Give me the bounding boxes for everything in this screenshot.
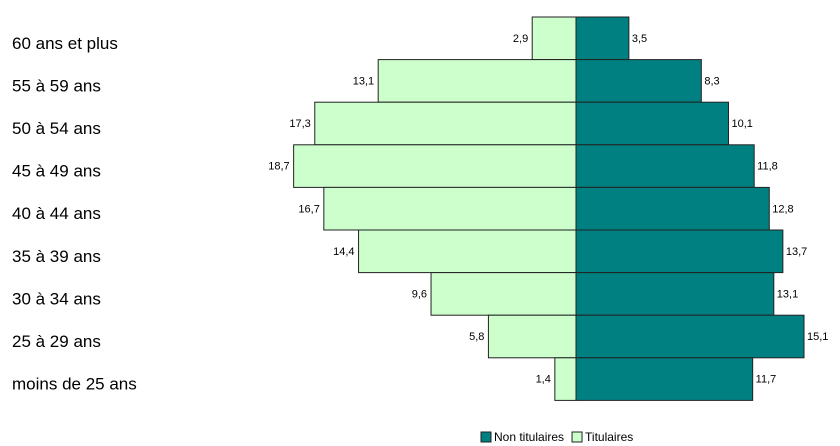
value-label: 15,1 bbox=[807, 331, 828, 343]
bar bbox=[531, 16, 577, 61]
bar bbox=[575, 144, 755, 188]
bar bbox=[554, 357, 577, 401]
bar bbox=[358, 229, 577, 274]
bar bbox=[575, 272, 775, 316]
value-label: 13,1 bbox=[353, 76, 374, 88]
bar bbox=[323, 186, 577, 231]
category-label: 30 à 34 ans bbox=[12, 289, 101, 308]
category-label: 55 à 59 ans bbox=[12, 76, 101, 95]
value-label: 12,8 bbox=[772, 203, 793, 215]
value-label: 2,9 bbox=[513, 33, 528, 45]
category-label: 40 à 44 ans bbox=[12, 204, 101, 223]
bar bbox=[377, 59, 577, 103]
value-label: 13,7 bbox=[786, 246, 807, 258]
value-label: 14,4 bbox=[333, 246, 354, 258]
legend-label: Titulaires bbox=[585, 430, 633, 444]
category-label: 35 à 39 ans bbox=[12, 247, 101, 266]
value-label: 3,5 bbox=[632, 33, 647, 45]
bar bbox=[314, 101, 577, 146]
bar bbox=[575, 59, 702, 103]
bar bbox=[293, 144, 577, 188]
legend-swatch bbox=[571, 431, 583, 443]
category-label: 60 ans et plus bbox=[12, 34, 118, 53]
value-label: 17,3 bbox=[289, 118, 310, 130]
legend-label: Non titulaires bbox=[494, 430, 564, 444]
bar bbox=[575, 186, 770, 231]
value-label: 9,6 bbox=[412, 289, 427, 301]
category-label: 25 à 29 ans bbox=[12, 332, 101, 351]
value-label: 1,4 bbox=[536, 374, 551, 386]
value-label: 11,8 bbox=[757, 161, 778, 173]
bar bbox=[487, 314, 577, 359]
value-label: 18,7 bbox=[268, 161, 289, 173]
bar bbox=[575, 16, 630, 61]
value-label: 13,1 bbox=[777, 289, 798, 301]
category-label: moins de 25 ans bbox=[12, 375, 137, 394]
value-label: 10,1 bbox=[732, 118, 753, 130]
category-label: 45 à 49 ans bbox=[12, 162, 101, 181]
bar bbox=[575, 314, 805, 359]
bar bbox=[575, 357, 754, 401]
value-label: 11,7 bbox=[756, 374, 777, 386]
value-label: 8,3 bbox=[704, 76, 719, 88]
value-label: 16,7 bbox=[298, 203, 319, 215]
bar bbox=[575, 101, 730, 146]
bar bbox=[430, 272, 577, 316]
bar bbox=[575, 229, 784, 274]
value-label: 5,8 bbox=[469, 331, 484, 343]
legend-swatch bbox=[480, 431, 492, 443]
category-label: 50 à 54 ans bbox=[12, 119, 101, 138]
